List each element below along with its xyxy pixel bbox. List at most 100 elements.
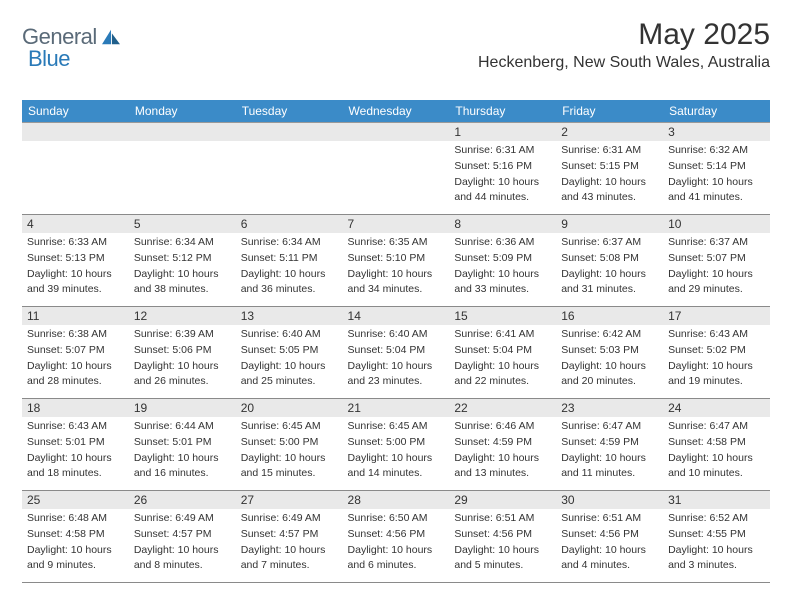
daylight-text: Daylight: 10 hours and 26 minutes.	[129, 357, 236, 387]
sunrise-text: Sunrise: 6:35 AM	[343, 233, 450, 249]
daylight-text: Daylight: 10 hours and 43 minutes.	[556, 173, 663, 203]
daylight-text: Daylight: 10 hours and 18 minutes.	[22, 449, 129, 479]
day-number: 24	[663, 399, 770, 417]
sunrise-text: Sunrise: 6:49 AM	[129, 509, 236, 525]
sunrise-text: Sunrise: 6:34 AM	[129, 233, 236, 249]
day-number: 21	[343, 399, 450, 417]
sunrise-text: Sunrise: 6:50 AM	[343, 509, 450, 525]
calendar-cell: 24Sunrise: 6:47 AMSunset: 4:58 PMDayligh…	[663, 399, 770, 491]
calendar-cell	[22, 123, 129, 215]
day-number: 29	[449, 491, 556, 509]
sunset-text: Sunset: 5:06 PM	[129, 341, 236, 357]
calendar-cell: 16Sunrise: 6:42 AMSunset: 5:03 PMDayligh…	[556, 307, 663, 399]
calendar-cell	[129, 123, 236, 215]
calendar-cell: 17Sunrise: 6:43 AMSunset: 5:02 PMDayligh…	[663, 307, 770, 399]
calendar-cell: 7Sunrise: 6:35 AMSunset: 5:10 PMDaylight…	[343, 215, 450, 307]
sunrise-text: Sunrise: 6:40 AM	[236, 325, 343, 341]
daylight-text: Daylight: 10 hours and 34 minutes.	[343, 265, 450, 295]
sunset-text: Sunset: 5:14 PM	[663, 157, 770, 173]
day-number: 28	[343, 491, 450, 509]
day-number: 17	[663, 307, 770, 325]
sunrise-text: Sunrise: 6:45 AM	[236, 417, 343, 433]
calendar-cell: 3Sunrise: 6:32 AMSunset: 5:14 PMDaylight…	[663, 123, 770, 215]
sunrise-text: Sunrise: 6:31 AM	[556, 141, 663, 157]
sunrise-text: Sunrise: 6:47 AM	[663, 417, 770, 433]
calendar-cell: 29Sunrise: 6:51 AMSunset: 4:56 PMDayligh…	[449, 491, 556, 583]
month-title: May 2025	[478, 18, 770, 52]
day-number: 6	[236, 215, 343, 233]
calendar-week-row: 18Sunrise: 6:43 AMSunset: 5:01 PMDayligh…	[22, 399, 770, 491]
calendar-body: 1Sunrise: 6:31 AMSunset: 5:16 PMDaylight…	[22, 123, 770, 583]
calendar-cell: 9Sunrise: 6:37 AMSunset: 5:08 PMDaylight…	[556, 215, 663, 307]
sunrise-text: Sunrise: 6:42 AM	[556, 325, 663, 341]
sunrise-text: Sunrise: 6:33 AM	[22, 233, 129, 249]
day-number-empty	[343, 123, 450, 141]
day-number: 4	[22, 215, 129, 233]
sunset-text: Sunset: 5:12 PM	[129, 249, 236, 265]
daylight-text: Daylight: 10 hours and 10 minutes.	[663, 449, 770, 479]
daylight-text: Daylight: 10 hours and 23 minutes.	[343, 357, 450, 387]
daylight-text: Daylight: 10 hours and 6 minutes.	[343, 541, 450, 571]
daylight-text: Daylight: 10 hours and 31 minutes.	[556, 265, 663, 295]
sunrise-text: Sunrise: 6:39 AM	[129, 325, 236, 341]
sunrise-text: Sunrise: 6:34 AM	[236, 233, 343, 249]
sunset-text: Sunset: 5:00 PM	[343, 433, 450, 449]
calendar-cell: 28Sunrise: 6:50 AMSunset: 4:56 PMDayligh…	[343, 491, 450, 583]
calendar-cell: 1Sunrise: 6:31 AMSunset: 5:16 PMDaylight…	[449, 123, 556, 215]
sunrise-text: Sunrise: 6:43 AM	[663, 325, 770, 341]
sunrise-text: Sunrise: 6:46 AM	[449, 417, 556, 433]
location-text: Heckenberg, New South Wales, Australia	[478, 54, 770, 72]
sunrise-text: Sunrise: 6:49 AM	[236, 509, 343, 525]
day-number: 13	[236, 307, 343, 325]
daylight-text: Daylight: 10 hours and 3 minutes.	[663, 541, 770, 571]
sunrise-text: Sunrise: 6:48 AM	[22, 509, 129, 525]
day-number: 30	[556, 491, 663, 509]
sunset-text: Sunset: 5:00 PM	[236, 433, 343, 449]
sunrise-text: Sunrise: 6:52 AM	[663, 509, 770, 525]
day-number: 2	[556, 123, 663, 141]
sunset-text: Sunset: 4:56 PM	[343, 525, 450, 541]
calendar-cell: 31Sunrise: 6:52 AMSunset: 4:55 PMDayligh…	[663, 491, 770, 583]
sunset-text: Sunset: 4:56 PM	[556, 525, 663, 541]
sunset-text: Sunset: 5:05 PM	[236, 341, 343, 357]
day-number: 15	[449, 307, 556, 325]
sunrise-text: Sunrise: 6:45 AM	[343, 417, 450, 433]
calendar-week-row: 11Sunrise: 6:38 AMSunset: 5:07 PMDayligh…	[22, 307, 770, 399]
sunset-text: Sunset: 5:04 PM	[449, 341, 556, 357]
sunset-text: Sunset: 4:57 PM	[236, 525, 343, 541]
day-number-empty	[22, 123, 129, 141]
calendar-cell: 5Sunrise: 6:34 AMSunset: 5:12 PMDaylight…	[129, 215, 236, 307]
daylight-text: Daylight: 10 hours and 11 minutes.	[556, 449, 663, 479]
day-header: Friday	[556, 100, 663, 123]
calendar-cell: 15Sunrise: 6:41 AMSunset: 5:04 PMDayligh…	[449, 307, 556, 399]
day-header: Tuesday	[236, 100, 343, 123]
sunset-text: Sunset: 5:10 PM	[343, 249, 450, 265]
sunset-text: Sunset: 4:55 PM	[663, 525, 770, 541]
daylight-text: Daylight: 10 hours and 29 minutes.	[663, 265, 770, 295]
day-header: Monday	[129, 100, 236, 123]
calendar-cell: 22Sunrise: 6:46 AMSunset: 4:59 PMDayligh…	[449, 399, 556, 491]
calendar-cell: 11Sunrise: 6:38 AMSunset: 5:07 PMDayligh…	[22, 307, 129, 399]
sunset-text: Sunset: 4:57 PM	[129, 525, 236, 541]
sunset-text: Sunset: 5:04 PM	[343, 341, 450, 357]
sunset-text: Sunset: 4:59 PM	[449, 433, 556, 449]
day-number: 19	[129, 399, 236, 417]
sunrise-text: Sunrise: 6:44 AM	[129, 417, 236, 433]
calendar-cell: 8Sunrise: 6:36 AMSunset: 5:09 PMDaylight…	[449, 215, 556, 307]
calendar-cell: 23Sunrise: 6:47 AMSunset: 4:59 PMDayligh…	[556, 399, 663, 491]
daylight-text: Daylight: 10 hours and 14 minutes.	[343, 449, 450, 479]
calendar-cell: 6Sunrise: 6:34 AMSunset: 5:11 PMDaylight…	[236, 215, 343, 307]
sunrise-text: Sunrise: 6:32 AM	[663, 141, 770, 157]
calendar-cell	[343, 123, 450, 215]
sunrise-text: Sunrise: 6:37 AM	[556, 233, 663, 249]
calendar-cell: 18Sunrise: 6:43 AMSunset: 5:01 PMDayligh…	[22, 399, 129, 491]
day-header: Saturday	[663, 100, 770, 123]
day-header: Sunday	[22, 100, 129, 123]
daylight-text: Daylight: 10 hours and 19 minutes.	[663, 357, 770, 387]
day-number-empty	[129, 123, 236, 141]
sunset-text: Sunset: 5:09 PM	[449, 249, 556, 265]
calendar-cell	[236, 123, 343, 215]
sunrise-text: Sunrise: 6:41 AM	[449, 325, 556, 341]
calendar-cell: 27Sunrise: 6:49 AMSunset: 4:57 PMDayligh…	[236, 491, 343, 583]
sunset-text: Sunset: 4:56 PM	[449, 525, 556, 541]
